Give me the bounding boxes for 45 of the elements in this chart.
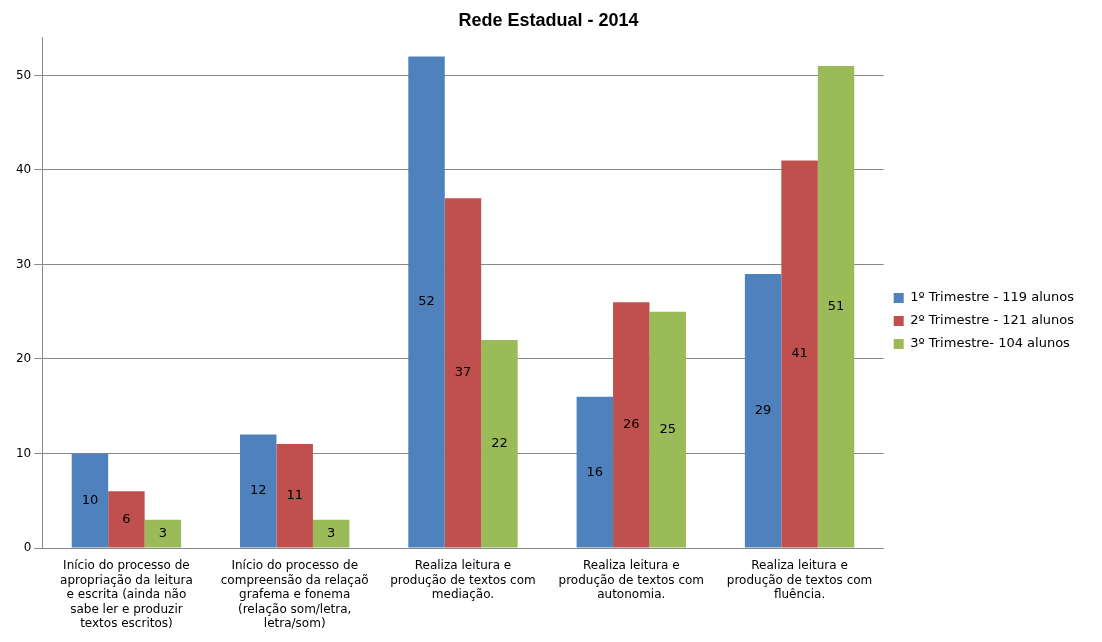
data-label: 41 — [791, 345, 808, 361]
data-label: 25 — [659, 420, 677, 436]
y-tick-label: 10 — [15, 445, 32, 460]
data-label: 26 — [623, 416, 640, 432]
y-tick-label: 0 — [23, 540, 32, 555]
legend-label: 3º Trimestre- 104 alunos — [910, 335, 1071, 351]
data-label: 12 — [249, 482, 267, 498]
bar — [744, 273, 782, 548]
data-label: 6 — [122, 510, 131, 526]
data-label: 11 — [286, 487, 303, 503]
data-label: 29 — [754, 402, 772, 418]
bar — [444, 198, 482, 548]
data-label: 22 — [491, 435, 508, 451]
bar — [576, 396, 614, 548]
y-tick-label: 20 — [15, 351, 32, 366]
data-label: 16 — [586, 463, 604, 479]
data-label: 37 — [454, 364, 472, 380]
bar — [240, 434, 277, 548]
legend-label: 1º Trimestre - 119 alunos — [910, 289, 1075, 305]
x-tick-label: Realiza leitura e produção de textos com fluência. — [726, 558, 873, 602]
data-label: 3 — [327, 524, 336, 540]
data-label: 51 — [827, 298, 845, 314]
x-tick-label: Realiza leitura e produção de textos com autonomia. — [558, 558, 705, 602]
y-tick-label: 50 — [15, 67, 32, 82]
bar — [144, 519, 182, 548]
x-tick-label: Início do processo de compreensão da relaçaõ grafema e fonema (relação som/letra, letra/som) — [220, 558, 369, 630]
bar — [649, 311, 686, 548]
x-tick-label: Início do processo de apropriação da leitura e escrita (ainda não sabe ler e produzir textos escritos) — [60, 558, 193, 630]
bar — [817, 65, 855, 548]
bar — [613, 302, 650, 548]
data-label: 52 — [418, 293, 435, 309]
y-tick-label: 40 — [15, 162, 32, 177]
chart-title: Rede Estadual - 2014 — [458, 9, 639, 30]
bar — [71, 453, 109, 548]
bar — [108, 491, 145, 548]
x-tick-label: Realiza leitura e produção de textos com mediação. — [390, 558, 536, 602]
data-label: 3 — [158, 524, 168, 540]
bar — [312, 519, 350, 548]
legend-label: 2º Trimestre - 121 alunos — [910, 312, 1075, 328]
data-label: 10 — [81, 491, 99, 507]
bar — [408, 56, 445, 548]
bar — [781, 160, 818, 548]
y-tick-label: 30 — [15, 256, 32, 271]
bar — [276, 444, 313, 548]
bar — [481, 340, 518, 548]
